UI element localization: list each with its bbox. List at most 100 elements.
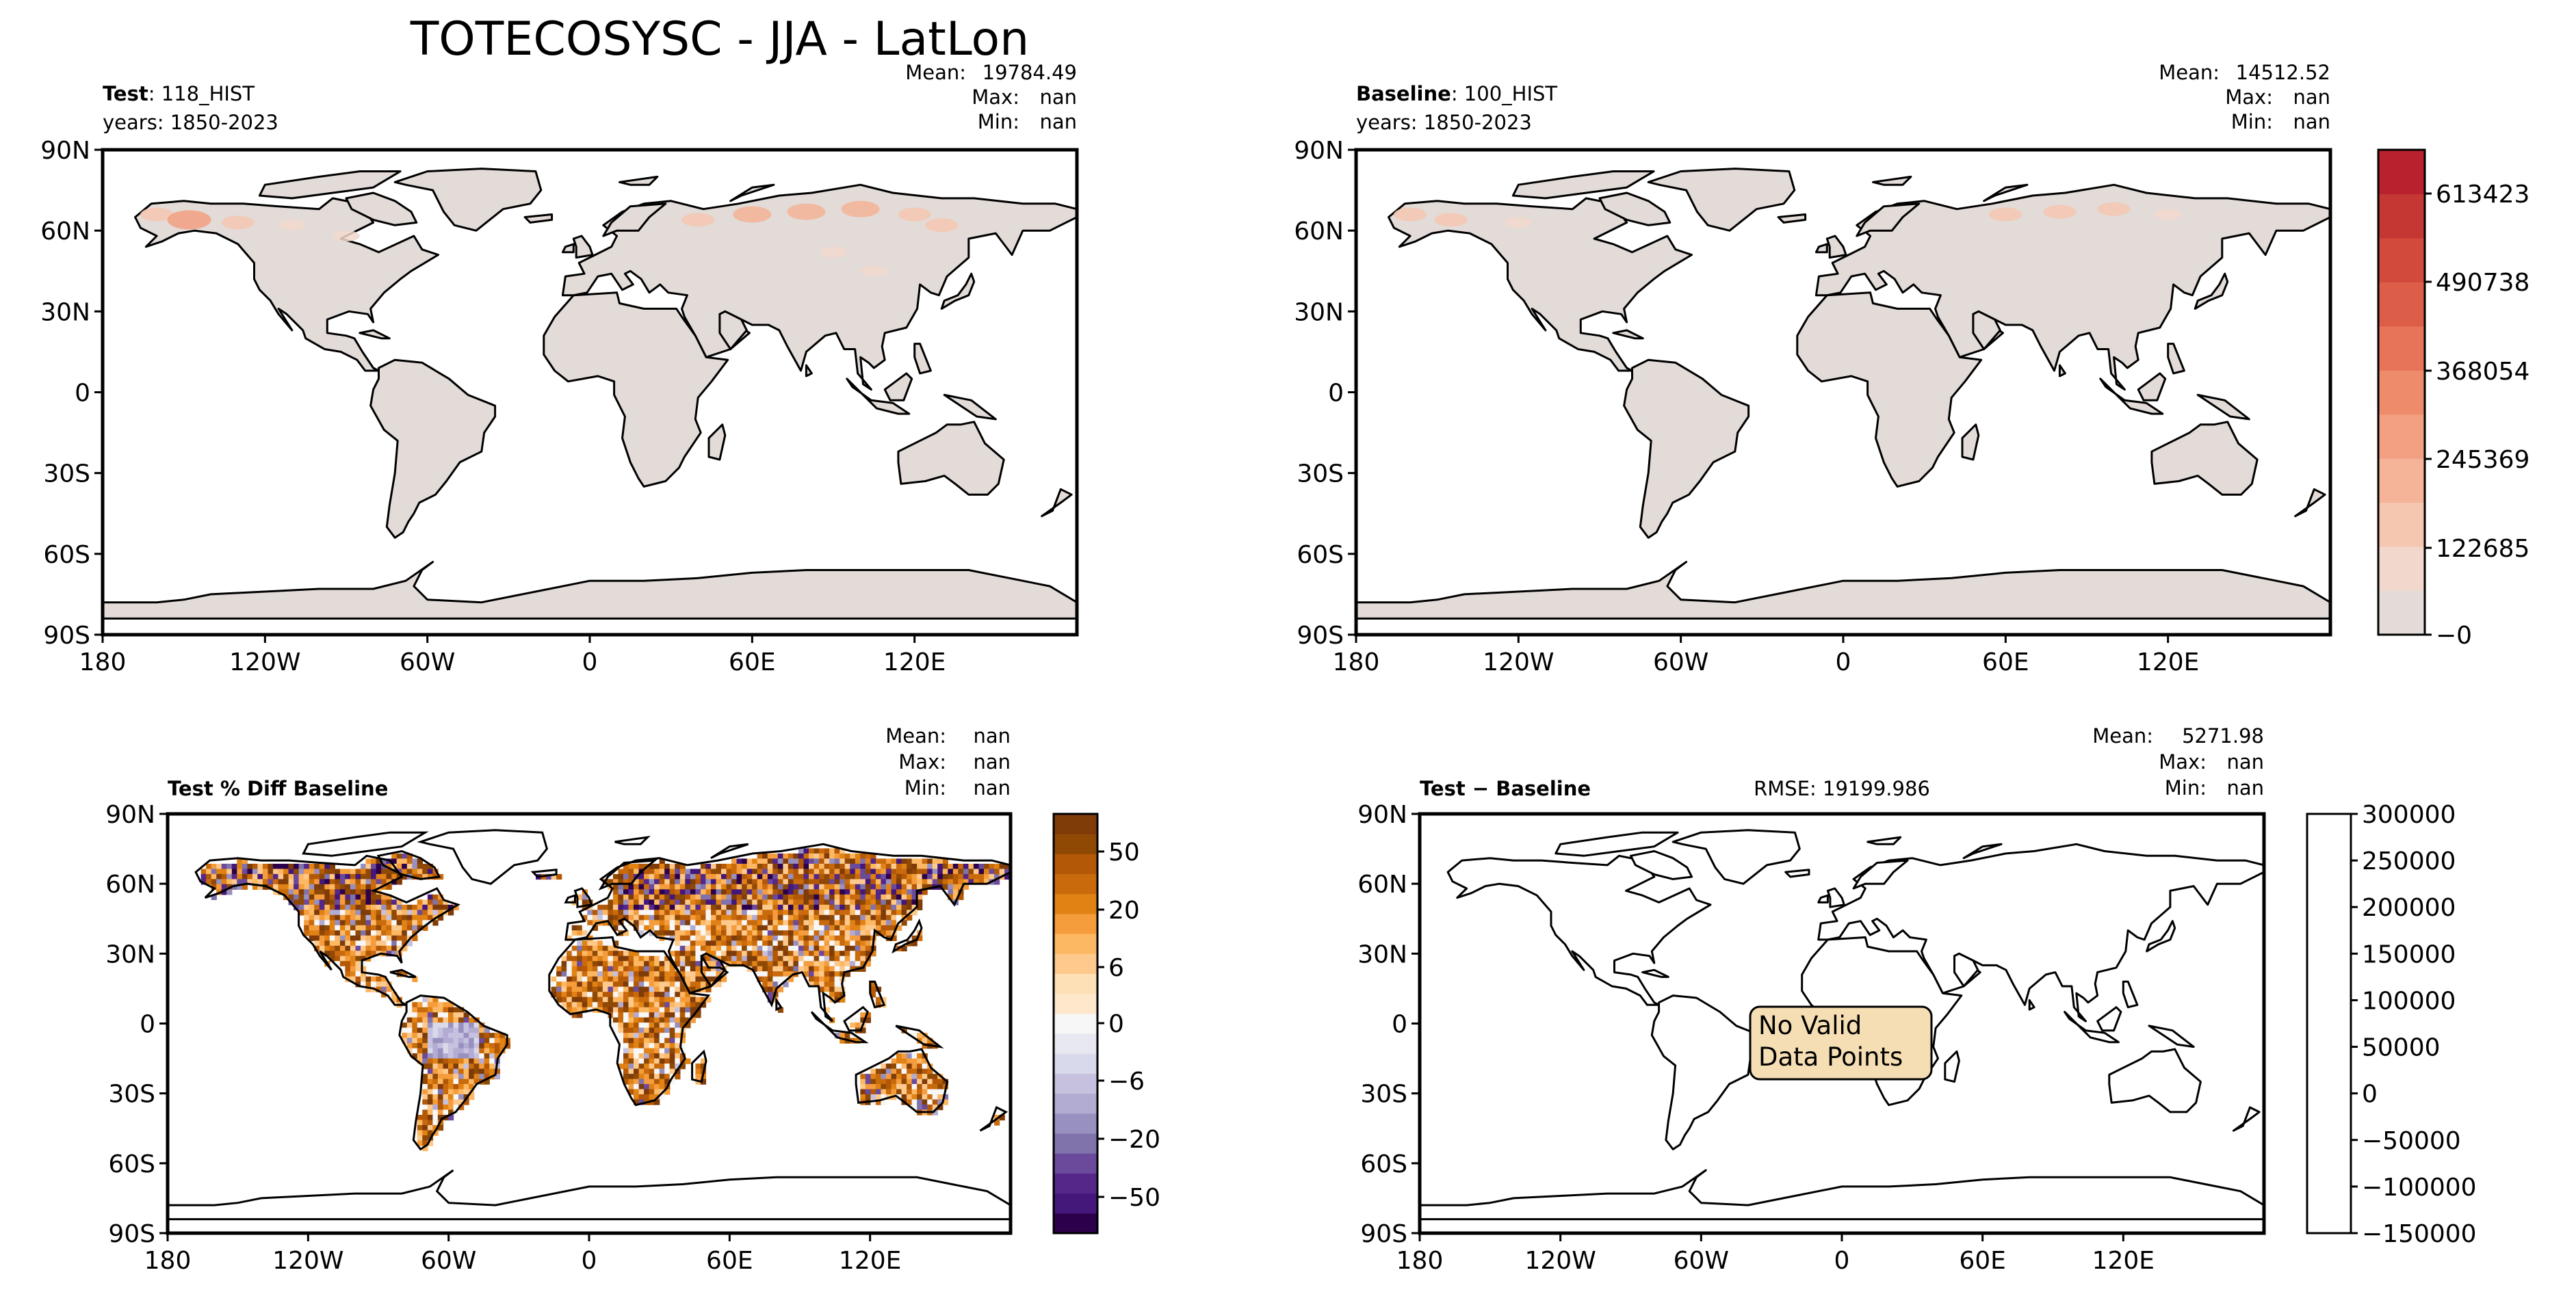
- pctdiff-cell: [752, 894, 758, 900]
- pctdiff-cell: [669, 1038, 675, 1044]
- pctdiff-cell: [788, 925, 794, 931]
- pctdiff-cell: [618, 981, 624, 988]
- pctdiff-cell: [885, 930, 892, 936]
- pctdiff-cell: [469, 1038, 475, 1044]
- pctdiff-cell: [618, 1058, 624, 1064]
- pctdiff-cell: [870, 1094, 876, 1100]
- pctdiff-cell: [638, 992, 645, 998]
- pctdiff-cell: [669, 884, 675, 890]
- pctdiff-cell: [669, 935, 675, 941]
- colorbar-tick-label: 50: [1108, 839, 1140, 867]
- pctdiff-cell: [350, 961, 356, 967]
- pctdiff-ytick-label: 60S: [108, 1150, 155, 1178]
- pctdiff-cell: [870, 863, 876, 870]
- pctdiff-cell: [402, 853, 408, 860]
- pctdiff-cell: [963, 869, 970, 875]
- pctdiff-cell: [803, 945, 809, 951]
- pctdiff-cell: [432, 1022, 439, 1029]
- pctdiff-cell: [319, 863, 325, 870]
- pctdiff-cell: [458, 1068, 465, 1074]
- pctdiff-cell: [412, 1017, 418, 1023]
- pctdiff-cell: [412, 858, 418, 864]
- pctdiff-cell: [695, 996, 701, 1003]
- pctdiff-cell: [875, 889, 882, 895]
- pctdiff-cell: [406, 1007, 413, 1013]
- pctdiff-cell: [221, 869, 227, 875]
- pctdiff-cell: [798, 863, 805, 870]
- pctdiff-cell: [216, 879, 222, 885]
- colorbar-swatch: [1054, 834, 1097, 854]
- pctdiff-cell: [463, 1022, 469, 1029]
- pctdiff-cell: [350, 971, 356, 977]
- pctdiff-cell: [448, 1064, 454, 1070]
- pctdiff-cell: [644, 1079, 650, 1085]
- pctdiff-cell: [757, 930, 763, 936]
- pctdiff-cell: [298, 899, 304, 906]
- colorbar-swatch: [1054, 1213, 1097, 1234]
- pctdiff-cell: [587, 966, 593, 972]
- pctdiff-cell: [814, 925, 820, 931]
- pctdiff-cell: [612, 951, 619, 957]
- pctdiff-cell: [860, 899, 866, 906]
- pctdiff-cell: [690, 904, 696, 910]
- pctdiff-cell: [860, 889, 866, 895]
- pctdiff-cell: [623, 992, 629, 998]
- pctdiff-cell: [865, 853, 871, 860]
- pctdiff-cell: [746, 884, 753, 890]
- colorbar-tick-label: 245369: [2436, 446, 2529, 474]
- pctdiff-cell: [659, 976, 665, 982]
- pctdiff-cell: [365, 894, 372, 900]
- pctdiff-cell: [664, 899, 671, 906]
- pctdiff-cell: [685, 894, 691, 900]
- pctdiff-cell: [577, 981, 583, 988]
- pctdiff-cell: [762, 986, 768, 992]
- pctdiff-cell: [669, 1022, 675, 1029]
- pctdiff-cell: [803, 925, 809, 931]
- pctdiff-cell: [345, 930, 351, 936]
- pctdiff-cell: [638, 1064, 645, 1070]
- pctdiff-cell: [612, 1002, 619, 1008]
- pctdiff-cell: [803, 930, 809, 936]
- pctdiff-cell: [726, 925, 732, 931]
- pctdiff-cell: [840, 951, 846, 957]
- pctdiff-cell: [834, 981, 840, 988]
- pctdiff-cell: [881, 889, 887, 895]
- pctdiff-cell: [294, 889, 300, 895]
- pctdiff-cell: [834, 858, 840, 864]
- pctdiff-cell: [638, 1007, 645, 1013]
- pctdiff-cell: [726, 889, 732, 895]
- pctdiff-cell: [814, 981, 820, 988]
- pctdiff-cell: [649, 910, 655, 916]
- pctdiff-cell: [319, 925, 325, 931]
- pctdiff-cell: [427, 1120, 434, 1126]
- pctdiff-cell: [829, 976, 835, 982]
- pctdiff-cell: [273, 884, 279, 890]
- pctdiff-cell: [634, 1038, 640, 1044]
- pctdiff-cell: [634, 1074, 640, 1080]
- pctdiff-cell: [437, 910, 444, 916]
- pctdiff-cell: [700, 879, 707, 885]
- pctdiff-cell: [711, 961, 717, 967]
- pctdiff-cell: [767, 920, 773, 926]
- pctdiff-cell: [623, 863, 629, 870]
- pctdiff-cell: [592, 945, 598, 951]
- pctdiff-cell: [659, 981, 665, 988]
- pctdiff-cell: [427, 1079, 434, 1085]
- pctdiff-cell: [932, 863, 938, 870]
- pctdiff-cell: [679, 966, 686, 972]
- pctdiff-cell: [850, 910, 856, 916]
- pctdiff-cell: [304, 889, 310, 895]
- pctdiff-cell: [917, 894, 923, 900]
- pctdiff-cell: [628, 1043, 634, 1049]
- pctdiff-cell: [361, 935, 367, 941]
- pctdiff-cell: [917, 899, 923, 906]
- pctdiff-cell: [819, 858, 825, 864]
- pctdiff-cell: [767, 873, 773, 880]
- pctdiff-cell: [885, 914, 892, 921]
- pctdiff-cell: [396, 930, 402, 936]
- pctdiff-cell: [973, 879, 980, 885]
- pctdiff-cell: [628, 1074, 634, 1080]
- pctdiff-cell: [927, 1094, 933, 1100]
- pctdiff-cell: [829, 981, 835, 988]
- pctdiff-cell: [402, 940, 408, 947]
